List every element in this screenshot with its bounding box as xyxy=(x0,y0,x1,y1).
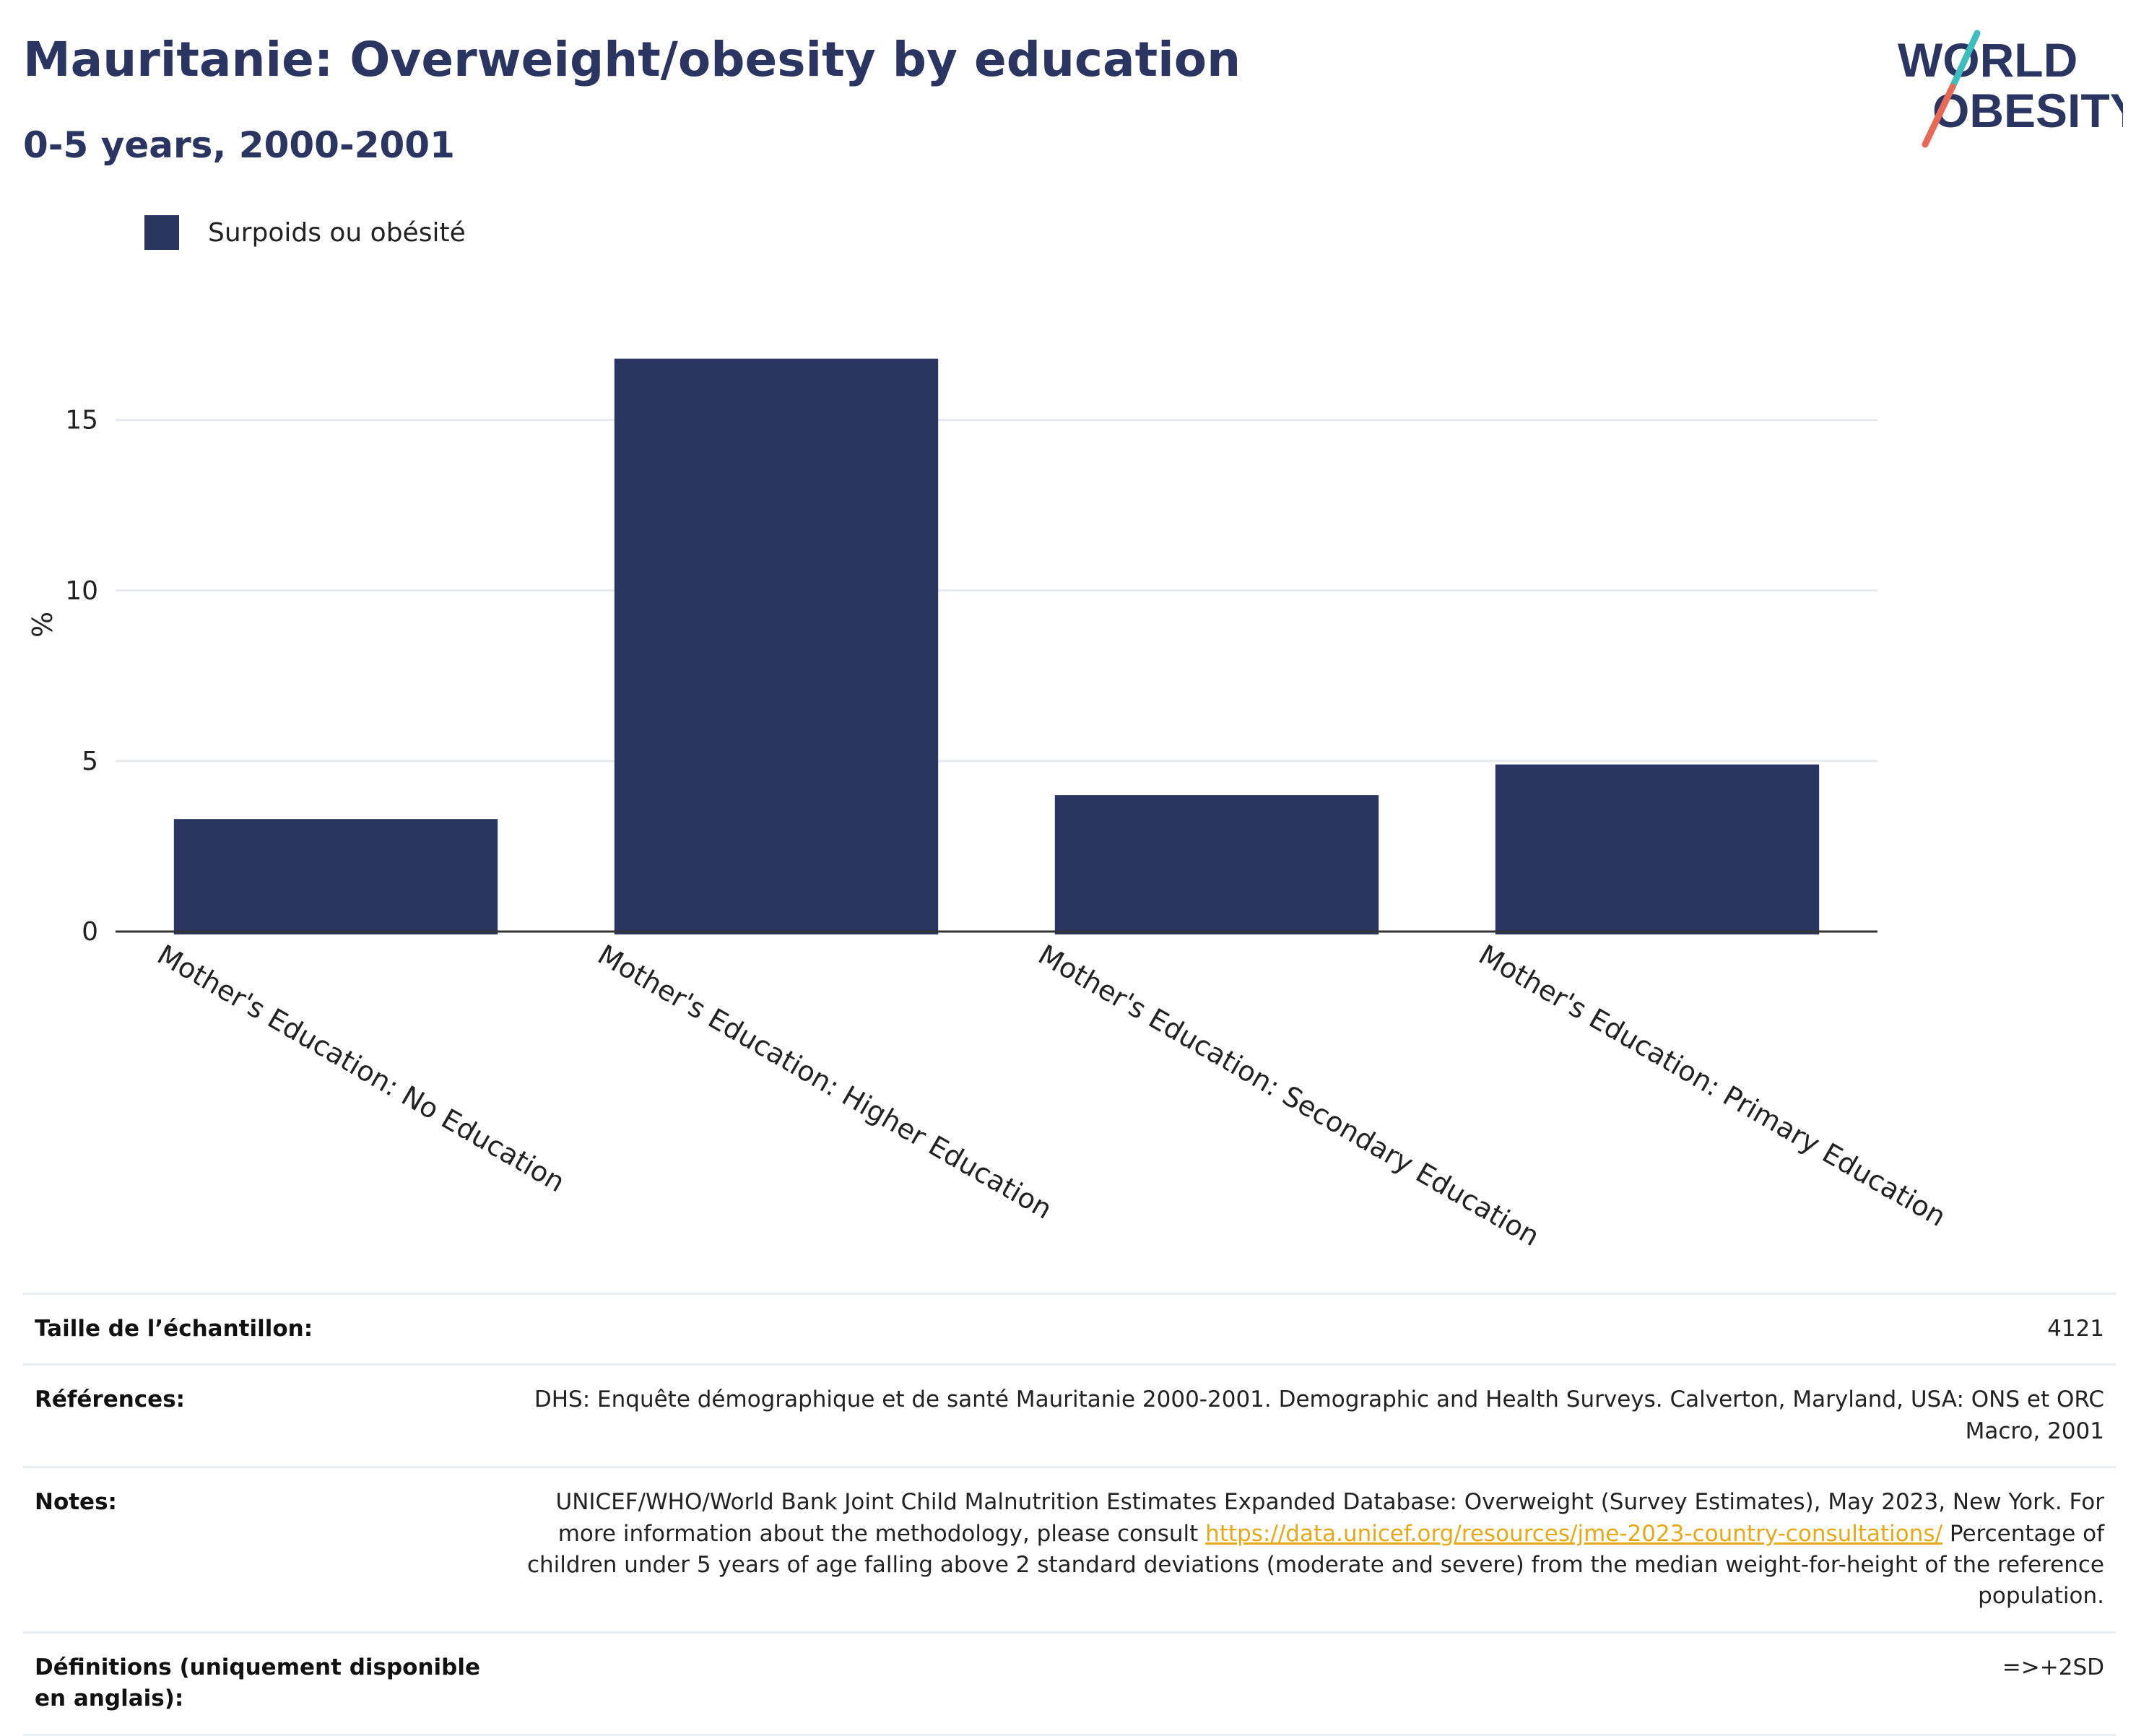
references-value: DHS: Enquête démographique et de santé M… xyxy=(508,1363,2116,1469)
logo-slash-coral xyxy=(1922,83,1956,148)
chart-subtitle: 0-5 years, 2000-2001 xyxy=(23,124,455,166)
world-obesity-logo: WORLD OBESITY xyxy=(1898,30,2123,148)
chart-title: Mauritanie: Overweight/obesity by educat… xyxy=(23,32,1241,87)
y-tick-label: 15 xyxy=(65,406,98,435)
legend: Surpoids ou obésité xyxy=(144,215,466,250)
x-tick-label: Mother's Education: Higher Education xyxy=(593,939,1058,1225)
bar-1 xyxy=(614,358,939,935)
bar-3 xyxy=(1495,764,1820,934)
references-label: Références: xyxy=(23,1363,508,1469)
definitions-value: =>+2SD xyxy=(508,1631,2116,1736)
references-row: Références: DHS: Enquête démographique e… xyxy=(23,1363,2116,1469)
logo-slash-teal xyxy=(1949,30,1981,90)
sample-size-row: Taille de l’échantillon: 4121 xyxy=(23,1292,2116,1366)
bar-0 xyxy=(173,819,498,934)
sample-size-value: 4121 xyxy=(508,1292,2116,1366)
legend-label: Surpoids ou obésité xyxy=(208,217,466,248)
y-tick-label: 5 xyxy=(82,747,98,776)
bar-2 xyxy=(1054,795,1379,934)
notes-label: Notes: xyxy=(23,1466,508,1633)
legend-swatch xyxy=(144,215,179,250)
notes-value: UNICEF/WHO/World Bank Joint Child Malnut… xyxy=(508,1466,2116,1633)
x-tick-label: Mother's Education: No Education xyxy=(152,939,570,1199)
y-axis-label: % xyxy=(27,612,58,638)
notes-row: Notes: UNICEF/WHO/World Bank Joint Child… xyxy=(23,1466,2116,1633)
notes-link[interactable]: https://data.unicef.org/resources/jme-20… xyxy=(1205,1520,1943,1547)
info-table: Taille de l’échantillon: 4121 Références… xyxy=(23,1292,2116,1736)
notes-text-after: Percentage of children under 5 years of … xyxy=(526,1520,2104,1610)
notes-text-before: UNICEF/WHO/World Bank Joint Child Malnut… xyxy=(555,1489,2105,1547)
logo-word-world: WORLD xyxy=(1898,33,2078,87)
definitions-label: Définitions (uniquement disponible en an… xyxy=(23,1631,508,1736)
x-tick-label: Mother's Education: Secondary Education xyxy=(1033,939,1545,1253)
x-tick-label: Mother's Education: Primary Education xyxy=(1474,939,1952,1233)
sample-size-label: Taille de l’échantillon: xyxy=(23,1292,508,1366)
logo-word-obesity: OBESITY xyxy=(1932,84,2123,137)
y-tick-label: 10 xyxy=(65,576,98,606)
definitions-row: Définitions (uniquement disponible en an… xyxy=(23,1631,2116,1736)
y-tick-label: 0 xyxy=(82,917,98,947)
